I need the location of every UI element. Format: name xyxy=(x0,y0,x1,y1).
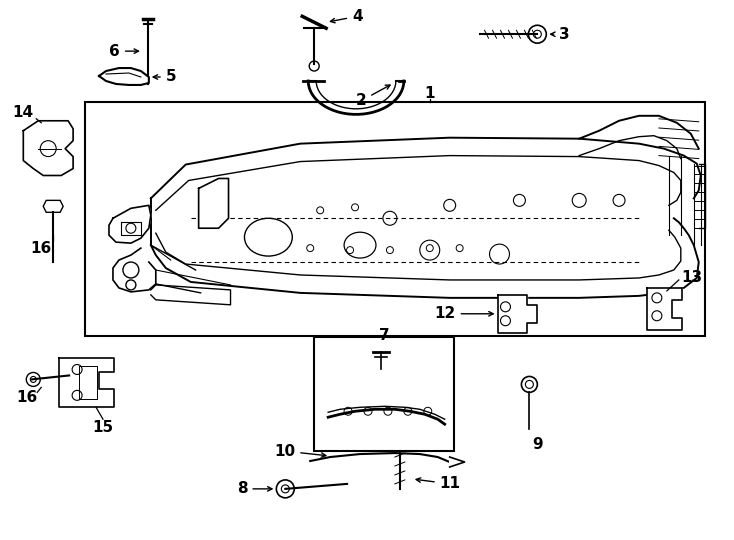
Text: 3: 3 xyxy=(550,26,570,42)
Polygon shape xyxy=(59,357,114,407)
Text: 12: 12 xyxy=(435,306,493,321)
Text: 9: 9 xyxy=(532,437,542,451)
Polygon shape xyxy=(199,179,228,228)
Polygon shape xyxy=(109,205,150,243)
Text: 11: 11 xyxy=(416,476,461,491)
Text: 2: 2 xyxy=(356,85,390,109)
Text: 16: 16 xyxy=(31,241,52,255)
Text: 10: 10 xyxy=(274,443,326,458)
Text: 14: 14 xyxy=(12,105,34,120)
Polygon shape xyxy=(23,121,73,176)
Text: 8: 8 xyxy=(237,481,272,496)
Text: 13: 13 xyxy=(681,270,702,285)
Bar xyxy=(85,102,705,336)
Polygon shape xyxy=(498,295,537,333)
Polygon shape xyxy=(99,68,149,85)
Polygon shape xyxy=(647,288,682,330)
Text: 1: 1 xyxy=(424,86,435,102)
Text: 16: 16 xyxy=(17,390,38,405)
Bar xyxy=(314,336,454,451)
Text: 5: 5 xyxy=(153,70,176,84)
Text: 4: 4 xyxy=(330,9,363,24)
Text: 7: 7 xyxy=(379,328,389,343)
Polygon shape xyxy=(450,457,465,467)
Text: 6: 6 xyxy=(109,44,139,59)
Text: 15: 15 xyxy=(92,420,114,435)
